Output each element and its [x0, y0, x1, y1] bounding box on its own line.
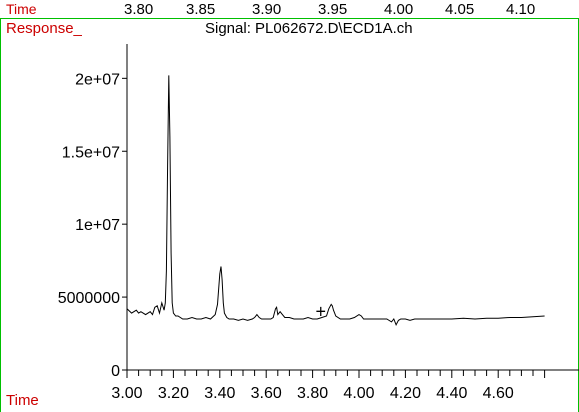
y-tick-label: 0 — [111, 363, 120, 380]
y-tick-label: 2e+07 — [75, 71, 120, 88]
top-time-label: Time — [6, 1, 37, 17]
top-tick-label: 3.85 — [186, 1, 216, 18]
x-tick-label: 4.60 — [483, 385, 514, 402]
y-tick-label: 1e+07 — [75, 217, 120, 234]
top-tick-label: 3.95 — [318, 1, 348, 18]
top-tick-label: 4.05 — [445, 1, 475, 18]
x-axis-ticks: 3.00 3.20 3.40 3.60 3.80 4.00 4.20 4.40 4.60 — [111, 370, 546, 402]
top-time-strip: Time 3.80 3.85 3.90 3.95 4.00 4.05 4.10 — [0, 0, 579, 18]
chart-title: Signal: PL062672.D\ECD1A.ch — [205, 20, 413, 37]
y-tick-label: 5000000 — [58, 290, 120, 307]
x-tick-label: 3.20 — [158, 385, 189, 402]
x-tick-label: 3.40 — [204, 385, 235, 402]
y-tick-label: 1.5e+07 — [62, 144, 120, 161]
top-tick-label: 4.10 — [506, 1, 536, 18]
y-axis-ticks: 0 5000000 1e+07 1.5e+07 2e+07 — [58, 71, 127, 380]
x-tick-label: 3.00 — [111, 385, 142, 402]
x-tick-label: 4.20 — [390, 385, 421, 402]
top-tick-label: 4.00 — [384, 1, 414, 18]
signal-trace — [126, 75, 545, 326]
x-tick-label: 3.80 — [297, 385, 328, 402]
cursor-marker: + — [315, 302, 326, 322]
x-tick-label: 4.40 — [436, 385, 467, 402]
x-tick-label: 3.60 — [251, 385, 282, 402]
top-tick-label: 3.90 — [252, 1, 282, 18]
y-axis-title: Response_ — [6, 20, 82, 37]
top-tick-label: 3.80 — [124, 1, 154, 18]
x-axis-title: Time — [6, 392, 39, 409]
x-tick-label: 4.00 — [343, 385, 374, 402]
